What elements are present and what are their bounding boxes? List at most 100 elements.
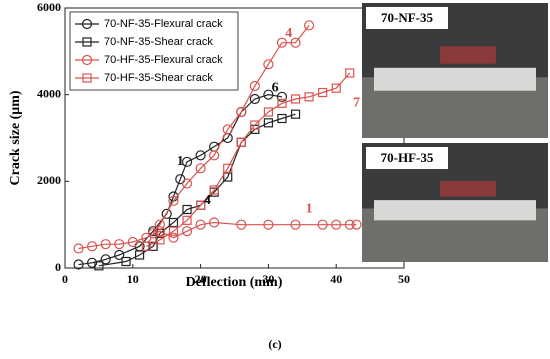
data-point — [196, 200, 206, 210]
y-tick-label: 2000 — [37, 173, 61, 187]
data-point — [223, 163, 233, 173]
legend-marker — [81, 54, 93, 66]
data-point — [209, 217, 220, 228]
photo-label-box — [366, 147, 448, 169]
data-point — [236, 219, 247, 230]
data-point — [181, 178, 193, 189]
data-point — [148, 228, 159, 239]
photo-beam — [374, 200, 536, 221]
data-point — [182, 215, 192, 225]
data-point — [148, 241, 158, 251]
data-point — [161, 208, 172, 219]
data-point — [290, 37, 301, 48]
data-point — [304, 92, 314, 102]
data-point — [182, 204, 192, 215]
data-point — [155, 235, 165, 245]
data-point — [236, 137, 246, 147]
annotation: 4 — [285, 26, 292, 41]
photo-beam — [374, 67, 536, 91]
x-tick-label: 0 — [62, 272, 68, 286]
data-point — [195, 150, 206, 161]
data-point — [303, 20, 315, 31]
data-point — [168, 217, 179, 228]
data-point — [318, 87, 328, 98]
legend-label: 70-NF-35-Flexural crack — [104, 18, 223, 30]
x-tick-label: 10 — [127, 272, 139, 286]
data-point — [114, 249, 125, 261]
data-point — [263, 219, 274, 230]
series-line — [78, 24, 357, 250]
data-point — [344, 219, 355, 230]
legend-label: 70-HF-35-Shear crack — [104, 72, 213, 84]
x-axis-title: Deflection (mm) — [186, 275, 283, 290]
data-point — [168, 226, 179, 236]
data-point — [181, 156, 193, 167]
data-point — [317, 219, 328, 230]
y-tick-label: 4000 — [37, 86, 61, 100]
series-line — [146, 72, 351, 247]
data-point — [87, 257, 98, 268]
photo-loader — [440, 46, 496, 64]
data-point — [154, 219, 166, 230]
data-point — [168, 232, 179, 243]
data-point — [331, 219, 342, 230]
data-point — [351, 219, 362, 230]
data-point — [209, 150, 220, 161]
data-point — [121, 256, 131, 267]
data-point — [87, 241, 98, 252]
data-point — [277, 113, 287, 124]
legend-label: 70-HF-35-Flexural crack — [104, 54, 223, 66]
data-point — [127, 236, 138, 248]
data-point — [263, 107, 273, 117]
data-point — [168, 195, 179, 206]
data-point — [134, 250, 145, 260]
annotation: 1 — [306, 202, 313, 217]
data-point — [141, 241, 151, 251]
legend-marker — [81, 18, 93, 30]
data-point — [195, 219, 206, 230]
data-point — [345, 68, 355, 78]
legend-marker — [82, 37, 92, 47]
legend-box — [69, 11, 239, 91]
photo-loader — [440, 181, 496, 197]
data-point — [250, 120, 260, 130]
photo-label-box — [366, 7, 448, 29]
data-point — [100, 239, 111, 250]
data-point — [263, 118, 273, 128]
data-point — [73, 243, 84, 254]
data-point — [73, 259, 84, 270]
y-tick-label: 0 — [55, 260, 61, 274]
data-point — [290, 109, 301, 119]
data-point — [263, 89, 274, 100]
x-tick-label: 50 — [398, 272, 410, 286]
data-point — [276, 91, 288, 102]
x-tick-label: 30 — [262, 272, 274, 286]
data-point — [249, 80, 260, 92]
y-tick-label: 6000 — [37, 0, 61, 14]
data-point — [290, 94, 301, 104]
annotation: 4 — [204, 193, 211, 208]
data-point — [276, 37, 288, 48]
data-point — [223, 172, 233, 182]
caption: (c) — [268, 337, 281, 351]
y-axis-title: Crack size (μm) — [8, 90, 23, 185]
data-point — [100, 254, 111, 265]
annotation: 7 — [353, 96, 360, 111]
data-point — [277, 98, 287, 108]
x-tick-label: 40 — [330, 272, 342, 286]
data-point — [181, 226, 193, 237]
data-point — [195, 163, 206, 174]
annotation: 1 — [177, 154, 184, 169]
x-tick-label: 20 — [195, 272, 207, 286]
data-point — [209, 185, 219, 195]
data-point — [114, 239, 125, 250]
data-point — [249, 93, 260, 105]
legend-label: 70-NF-35-Shear crack — [104, 36, 213, 48]
annotation: 6 — [272, 80, 279, 95]
data-point — [331, 83, 341, 93]
data-point — [222, 124, 233, 135]
legend-marker — [82, 73, 92, 83]
photo-label: 70-NF-35 — [381, 10, 433, 25]
data-point — [94, 261, 104, 271]
series-line — [78, 94, 283, 266]
